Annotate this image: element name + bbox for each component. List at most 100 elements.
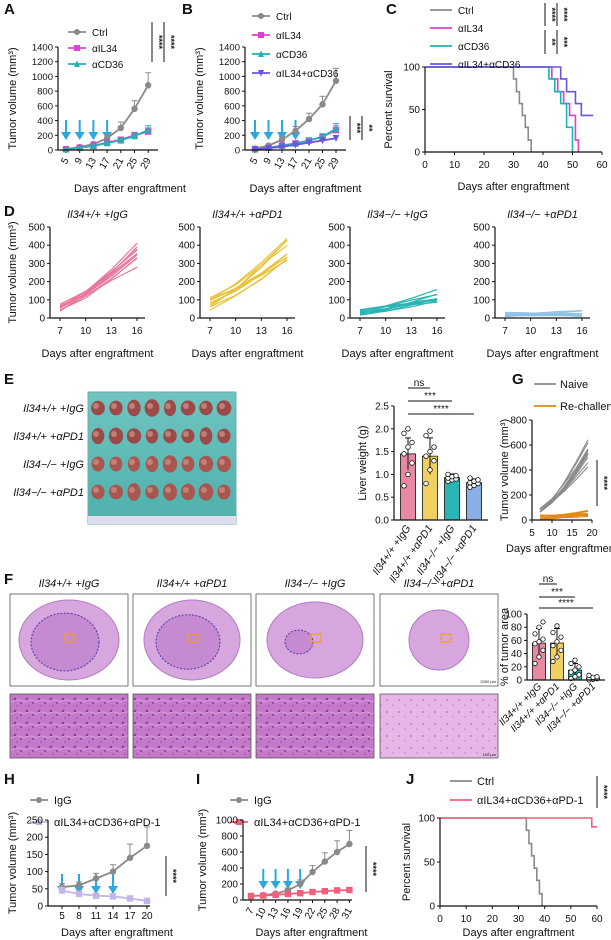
significance-label: ****: [433, 404, 449, 415]
scale-bar-label: 2000 µm: [480, 679, 496, 684]
panel-c: 0 10 20 30 40 50 60 Ctrl αIL34 αCD36 αIL34+αCD36 **…: [422, 3, 608, 171]
y-tick-label: 400: [473, 241, 490, 252]
panel-d-axes: 0 100 200 300 400 500 Days after engraftment: [178, 223, 303, 361]
zoom-box: [187, 633, 199, 643]
y-tick-label: 0.0: [375, 516, 389, 527]
data-point: [117, 136, 124, 144]
data-point: [292, 141, 299, 149]
panel-a-axes: 0 200 400 600 800 1000 1200 1400 Tumor volume (m…: [7, 43, 186, 196]
y-tick-label: 300: [178, 259, 195, 270]
x-axis-label: Days after engraftment: [250, 183, 362, 195]
y-tick-label: 0: [516, 676, 522, 687]
treatment-arrow-head: [74, 886, 84, 894]
x-tick-label: 21: [300, 156, 315, 172]
data-point: [346, 840, 353, 848]
tumor-growth-line: [359, 298, 438, 313]
y-tick-label: 0: [339, 314, 345, 325]
tumor-growth-line: [539, 466, 589, 510]
zoom-box: [310, 633, 322, 643]
panel-d-subplot: 7 10 13 16 Il34+/+ +αPD1: [207, 209, 293, 337]
panel-d-subplot: 7 10 13 16 Il34−/− +IgG: [357, 209, 443, 337]
histology-panel: Il34−/− +IgG: [255, 578, 375, 759]
data-point: [540, 619, 546, 625]
legend-entry: Ctrl: [458, 6, 474, 17]
y-tick-label: 100: [26, 867, 43, 878]
data-point: [332, 124, 340, 132]
legend-entry: αCD36: [92, 60, 124, 71]
histology-panel: Il34+/+ +αPD1: [132, 578, 252, 759]
treatment-arrow-head: [270, 881, 281, 889]
panel-j: 0 10 20 30 40 50 60 Ctrl αIL34+αCD36+αPD-1 ****: [437, 776, 609, 925]
significance-label: ****: [368, 862, 378, 877]
data-point: [145, 82, 152, 89]
y-axis-label: Liver weight (g): [357, 425, 369, 500]
liver-highlight: [111, 403, 117, 409]
legend-entry: αIL34: [458, 24, 484, 35]
x-tick-label: 7: [57, 326, 63, 337]
liver-highlight: [129, 403, 135, 409]
data-point: [292, 127, 299, 135]
legend-entry: Ctrl: [92, 28, 108, 39]
x-tick-label: 19: [291, 906, 306, 922]
liver-highlight: [147, 459, 153, 465]
panel-f-axes: 0 20 40 60 80 100% of tumor area: [499, 607, 605, 687]
survival-curve-αIL34+αCD36: [425, 66, 594, 117]
x-tick-label: 10: [525, 326, 537, 337]
x-tick-label: 5: [529, 528, 535, 539]
data-point: [445, 471, 451, 478]
data-point: [332, 135, 340, 143]
tumor-growth-line: [59, 254, 138, 307]
y-tick-label: 1400: [219, 43, 240, 54]
treatment-arrow-head: [263, 132, 274, 140]
x-tick-label: 20: [487, 914, 499, 925]
data-point: [572, 657, 578, 663]
tumor-growth-line: [59, 242, 138, 308]
x-tick-label: 0: [422, 160, 428, 171]
x-axis-label: Days after engraftment: [487, 348, 599, 360]
x-axis-label: Days after engraftment: [192, 348, 304, 360]
x-tick-label: 10: [230, 326, 242, 337]
y-tick-label: 400: [510, 466, 527, 477]
bar: [444, 477, 460, 521]
legend-entry: αIL34+αCD36+αPD-1: [54, 817, 161, 829]
x-tick-label: 10: [380, 326, 392, 337]
histology-title: Il34−/− +αPD1: [404, 578, 475, 590]
data-point: [558, 647, 564, 653]
y-tick-label: 0: [429, 902, 435, 913]
x-tick-label: 21: [111, 156, 126, 172]
y-tick-label: 50: [409, 105, 421, 116]
data-point: [431, 458, 437, 464]
significance-label: ***: [559, 37, 569, 48]
tumor-growth-line: [504, 309, 583, 315]
legend-entry: αCD36: [276, 50, 308, 61]
data-point: [333, 887, 341, 894]
y-tick-label: 1200: [32, 57, 53, 68]
data-point: [401, 430, 407, 437]
y-tick-label: 1.0: [375, 470, 389, 481]
series-αIL34+αCD36+αPD-1: [58, 886, 151, 905]
y-tick-label: 0: [37, 902, 43, 913]
legend-entry: αIL34+αCD36+αPD-1: [254, 817, 361, 829]
he-magnified: [132, 693, 252, 759]
liver-highlight: [183, 431, 189, 437]
survival-curve-Ctrl: [440, 817, 543, 906]
he-magnified: [9, 693, 129, 759]
data-point: [305, 139, 313, 147]
x-tick-label: 16: [131, 326, 143, 337]
histology-title: Il34−/− +IgG: [285, 578, 346, 590]
y-axis-label: Percent survival: [401, 823, 413, 901]
data-point: [431, 444, 437, 450]
liver-highlight: [147, 487, 153, 493]
data-point: [405, 444, 411, 450]
data-point: [540, 647, 546, 653]
significance-label: ns: [543, 574, 554, 585]
liver-highlight: [201, 459, 207, 465]
scale-bar-label: 100 µm: [483, 752, 497, 757]
series-αCD36: [62, 125, 152, 153]
y-tick-label: 200: [224, 131, 240, 142]
x-tick-label: 10: [254, 906, 269, 922]
legend-entry: αIL34+αCD36: [458, 60, 521, 71]
y-tick-label: 800: [221, 832, 238, 843]
